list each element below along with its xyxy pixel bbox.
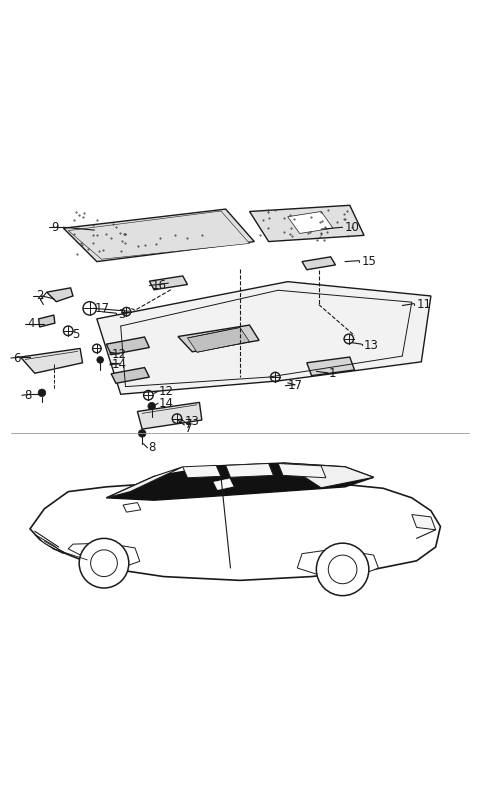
Polygon shape [35, 534, 63, 554]
Text: 14: 14 [159, 397, 174, 410]
Polygon shape [149, 276, 188, 290]
Text: 12: 12 [159, 385, 174, 398]
Polygon shape [137, 402, 202, 429]
Text: 8: 8 [24, 389, 32, 402]
Circle shape [138, 430, 146, 438]
Circle shape [148, 402, 156, 410]
Polygon shape [297, 549, 378, 576]
Text: 7: 7 [185, 422, 192, 435]
Text: 2: 2 [36, 290, 43, 302]
Polygon shape [97, 282, 431, 394]
Polygon shape [288, 211, 333, 234]
Polygon shape [30, 480, 441, 580]
Polygon shape [250, 206, 364, 242]
Text: 7: 7 [185, 418, 192, 431]
Polygon shape [111, 367, 149, 383]
Polygon shape [302, 257, 336, 270]
Polygon shape [183, 466, 221, 478]
Polygon shape [107, 467, 183, 498]
Text: 9: 9 [51, 221, 59, 234]
Polygon shape [107, 463, 373, 500]
Polygon shape [21, 349, 83, 374]
Text: 3: 3 [118, 308, 126, 321]
Text: 4: 4 [28, 317, 35, 330]
Polygon shape [226, 463, 274, 478]
Polygon shape [68, 211, 250, 259]
Text: 15: 15 [362, 255, 377, 268]
Polygon shape [283, 463, 373, 488]
Text: 16: 16 [152, 279, 167, 292]
Polygon shape [68, 543, 140, 568]
Text: 17: 17 [95, 302, 109, 315]
Text: 14: 14 [112, 358, 127, 371]
Polygon shape [214, 478, 233, 490]
Circle shape [79, 538, 129, 588]
Text: 10: 10 [345, 221, 360, 234]
Polygon shape [123, 502, 141, 512]
Polygon shape [38, 315, 55, 327]
Polygon shape [412, 514, 436, 530]
Text: 13: 13 [185, 415, 200, 428]
Text: 6: 6 [13, 351, 21, 365]
Text: 5: 5 [72, 328, 79, 341]
Circle shape [316, 543, 369, 596]
Polygon shape [307, 357, 355, 376]
Polygon shape [188, 327, 250, 352]
Polygon shape [278, 463, 326, 478]
Text: 8: 8 [148, 442, 156, 454]
Text: 1: 1 [328, 367, 336, 380]
Circle shape [97, 357, 104, 363]
Circle shape [38, 389, 46, 397]
Text: 13: 13 [364, 338, 379, 352]
Text: 11: 11 [417, 298, 432, 311]
Polygon shape [178, 325, 259, 352]
Polygon shape [47, 288, 73, 302]
Text: 12: 12 [112, 348, 127, 361]
Text: 17: 17 [288, 379, 303, 392]
Polygon shape [63, 209, 254, 262]
Polygon shape [107, 337, 149, 354]
